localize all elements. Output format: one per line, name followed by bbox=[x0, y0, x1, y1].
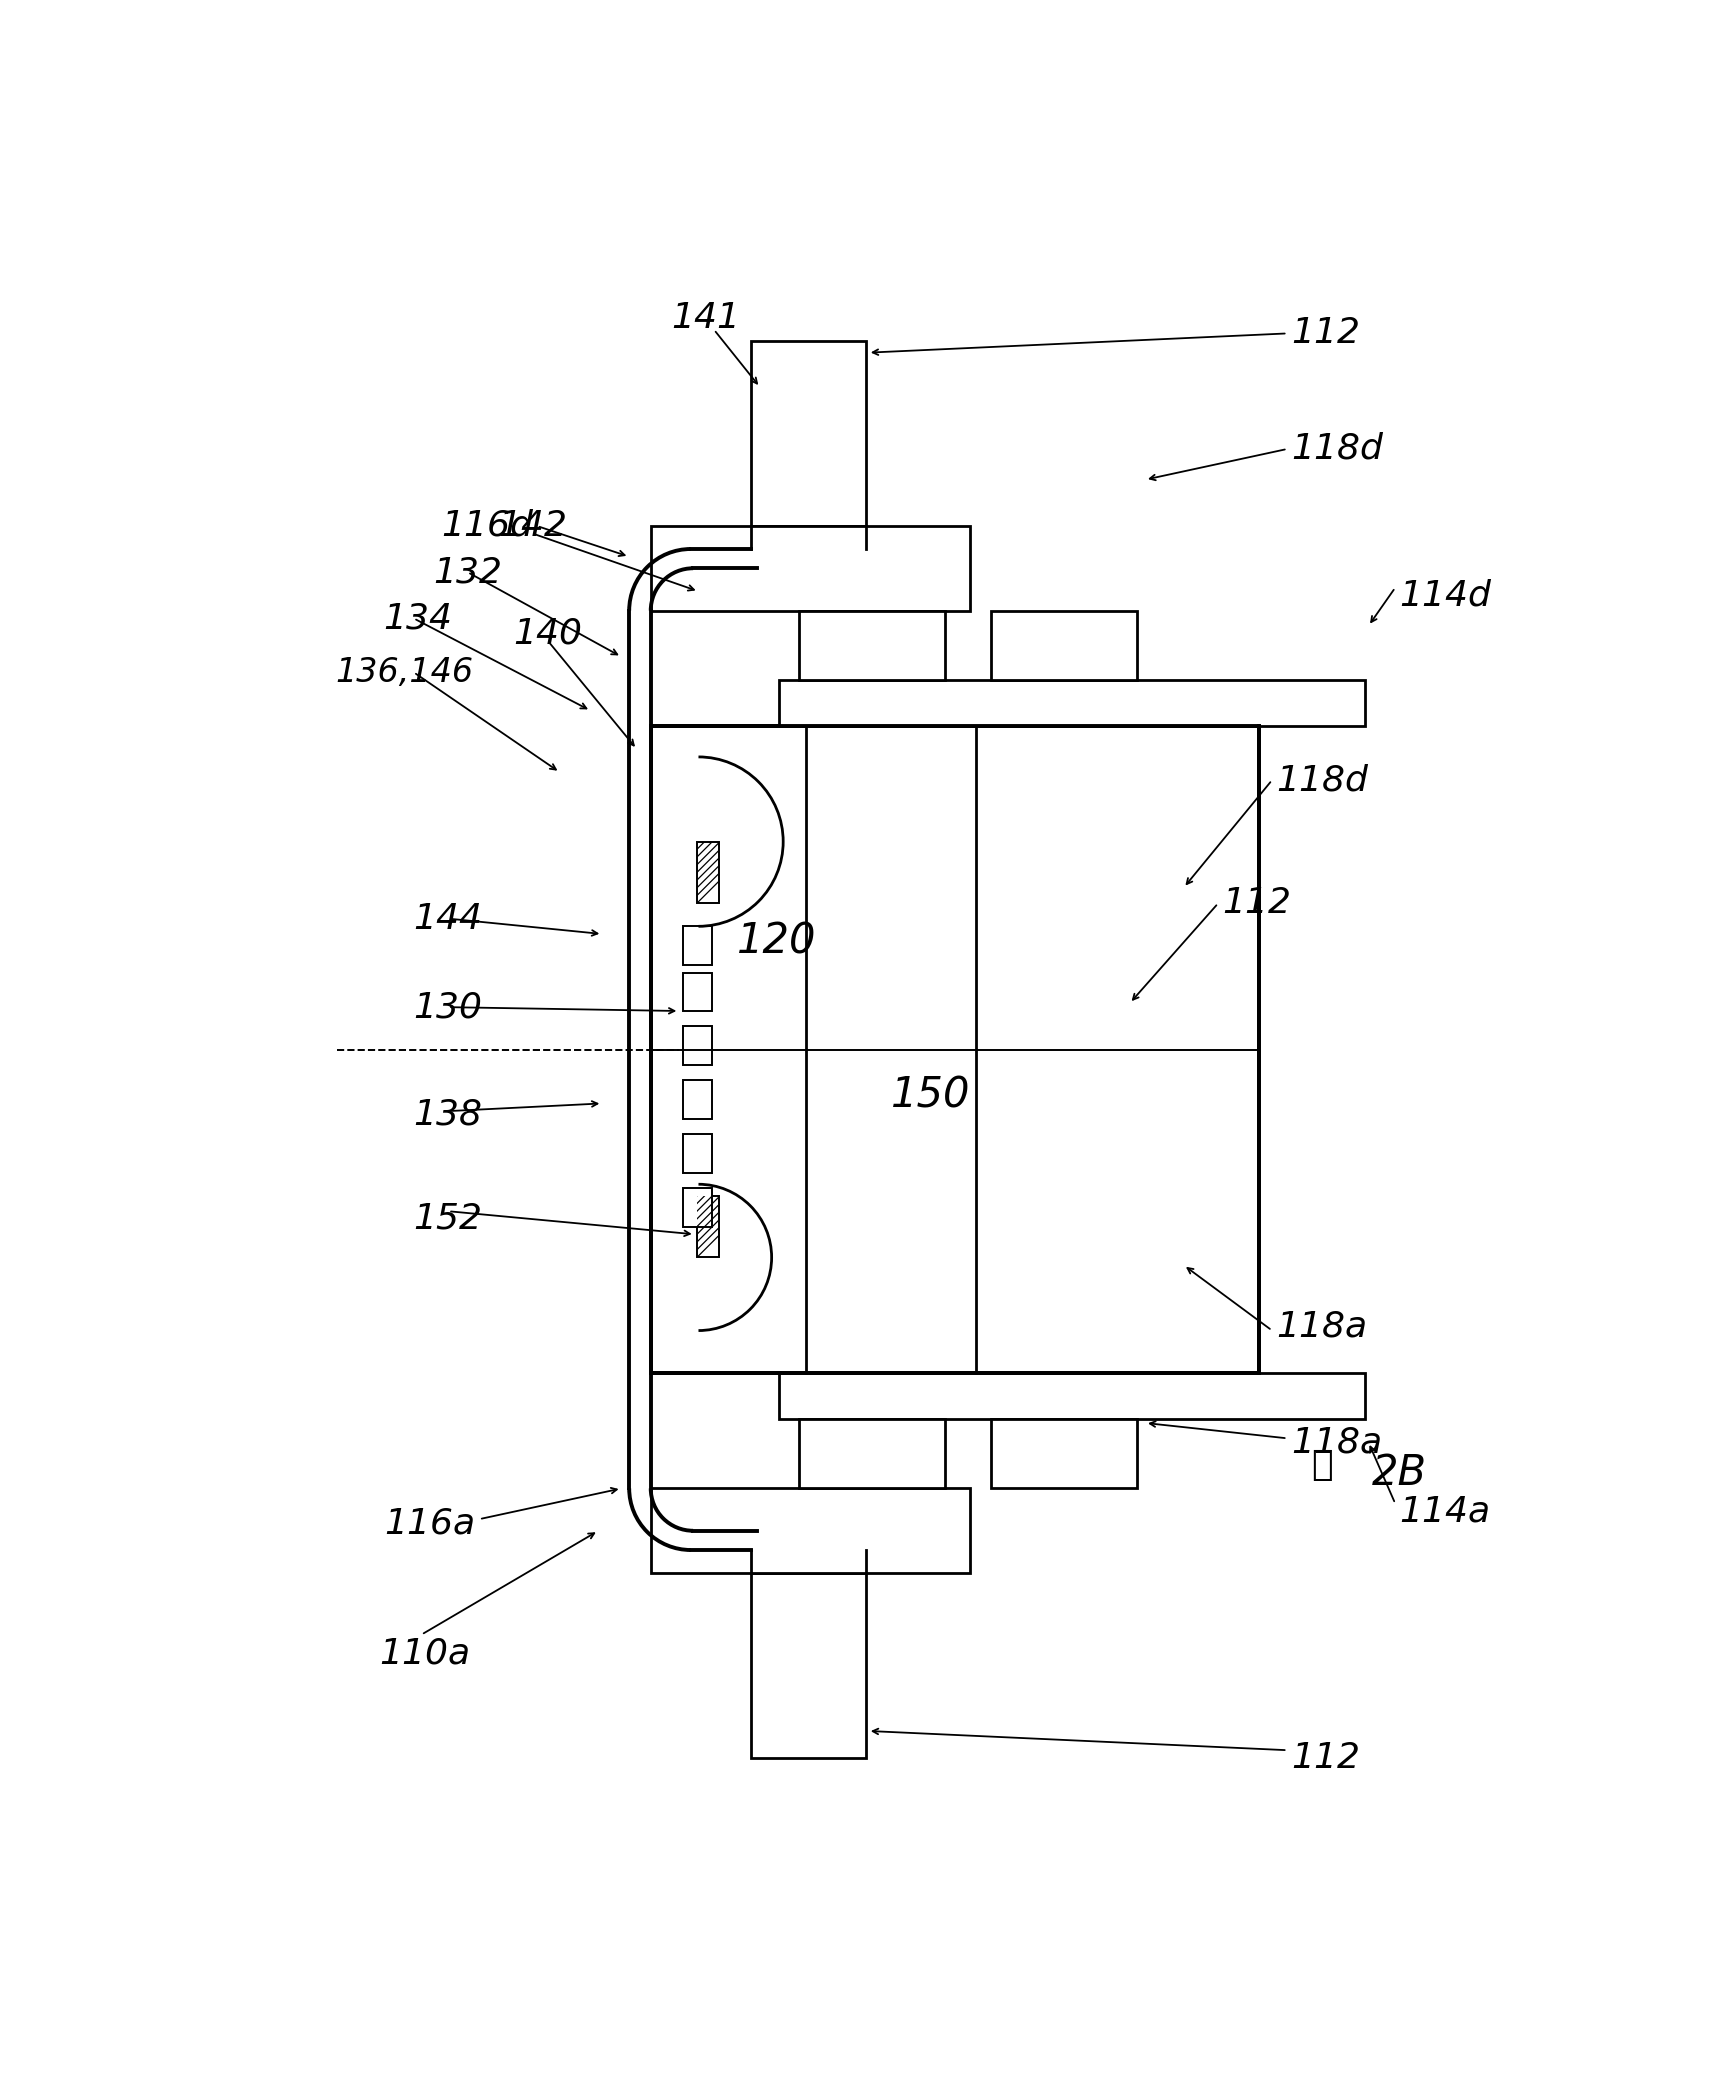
Bar bbox=[650, 526, 971, 611]
Text: 150: 150 bbox=[891, 1075, 971, 1116]
Text: 118d: 118d bbox=[1276, 763, 1368, 796]
Text: 118a: 118a bbox=[1276, 1310, 1366, 1343]
Text: 140: 140 bbox=[513, 617, 583, 651]
Text: 141: 141 bbox=[671, 301, 740, 335]
Bar bbox=[650, 1489, 971, 1574]
Bar bbox=[683, 927, 713, 965]
Bar bbox=[683, 1187, 713, 1227]
Text: 120: 120 bbox=[737, 921, 817, 963]
Text: 142: 142 bbox=[498, 509, 567, 543]
Bar bbox=[779, 680, 1365, 726]
Text: 116a: 116a bbox=[383, 1505, 475, 1541]
Bar bbox=[992, 1420, 1138, 1489]
Text: 112: 112 bbox=[1292, 316, 1361, 351]
Text: 118a: 118a bbox=[1292, 1426, 1382, 1459]
Text: 110a: 110a bbox=[380, 1636, 470, 1672]
Bar bbox=[697, 1195, 718, 1258]
Text: 图: 图 bbox=[1311, 1449, 1333, 1482]
Text: 114a: 114a bbox=[1399, 1495, 1490, 1528]
Bar bbox=[799, 1420, 945, 1489]
Bar bbox=[650, 726, 1259, 1372]
Bar bbox=[751, 341, 867, 526]
Text: 112: 112 bbox=[1222, 886, 1292, 921]
Text: 116d: 116d bbox=[440, 509, 532, 543]
Text: 152: 152 bbox=[414, 1202, 482, 1235]
Bar bbox=[751, 1574, 867, 1759]
Text: 132: 132 bbox=[434, 555, 501, 588]
Text: 112: 112 bbox=[1292, 1740, 1361, 1775]
Text: 114d: 114d bbox=[1399, 578, 1491, 611]
Bar bbox=[697, 842, 718, 902]
Bar bbox=[992, 611, 1138, 680]
Bar bbox=[683, 1135, 713, 1173]
Bar bbox=[799, 611, 945, 680]
Text: 138: 138 bbox=[414, 1098, 482, 1131]
Bar bbox=[683, 973, 713, 1010]
Text: 136,146: 136,146 bbox=[335, 655, 473, 688]
Text: 2B: 2B bbox=[1372, 1451, 1427, 1495]
Bar bbox=[779, 1372, 1365, 1420]
Text: 144: 144 bbox=[414, 902, 482, 936]
Text: 118d: 118d bbox=[1292, 432, 1384, 466]
Text: 130: 130 bbox=[414, 990, 482, 1025]
Text: 134: 134 bbox=[383, 601, 453, 636]
Bar bbox=[683, 1081, 713, 1119]
Bar bbox=[683, 1027, 713, 1064]
